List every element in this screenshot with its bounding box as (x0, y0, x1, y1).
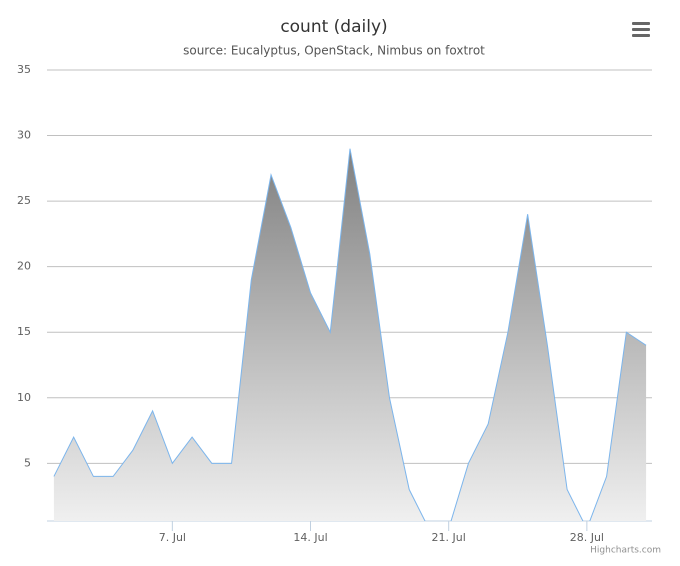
plot-area (53, 148, 647, 521)
area-line (53, 148, 647, 521)
y-tick-label: 5 (24, 456, 31, 469)
menu-button[interactable] (632, 22, 650, 37)
credits[interactable]: Highcharts.com (590, 546, 661, 556)
menu-bar (632, 34, 650, 37)
y-tick-label: 35 (17, 63, 31, 76)
x-tick-label: 28. Jul (570, 531, 604, 544)
y-tick-label: 10 (17, 391, 31, 404)
x-tick-label: 14. Jul (293, 531, 327, 544)
chart-subtitle: source: Eucalyptus, OpenStack, Nimbus on… (183, 44, 485, 58)
menu-bar (632, 28, 650, 31)
menu-bar (632, 22, 650, 25)
x-tick-label: 7. Jul (159, 531, 186, 544)
y-tick-label: 30 (17, 129, 31, 142)
y-tick-label: 15 (17, 325, 31, 338)
x-tick-label: 21. Jul (432, 531, 466, 544)
area-fill (53, 148, 647, 521)
chart-title: count (daily) (280, 17, 387, 37)
y-tick-label: 20 (17, 260, 31, 273)
y-tick-label: 25 (17, 194, 31, 207)
